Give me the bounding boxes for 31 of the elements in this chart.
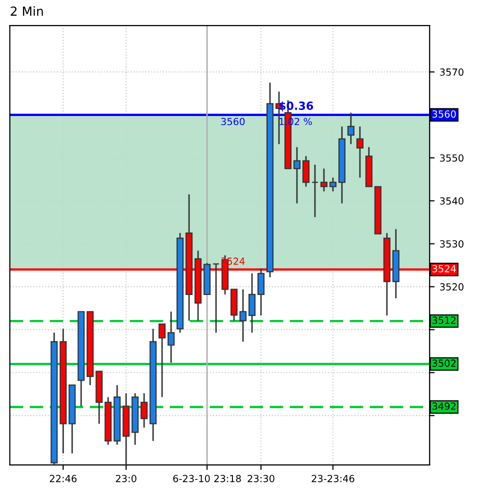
- x-tick-label: 22:46: [50, 474, 77, 482]
- ref-line-label: 3502: [432, 359, 456, 367]
- candlestick: [320, 168, 328, 192]
- annotation: 3560: [221, 118, 245, 126]
- candlestick: [311, 164, 318, 218]
- x-tick-label: 6-23-10 23:18: [173, 474, 241, 482]
- candlestick: [212, 263, 220, 334]
- candlestick: [329, 176, 336, 192]
- ref-line-label: 3560: [432, 110, 456, 118]
- x-tick-label: 23:0: [116, 474, 136, 482]
- y-tick-label: 3530: [440, 240, 464, 248]
- y-tick-label: 3550: [440, 154, 464, 162]
- candlestick: [239, 288, 247, 342]
- y-tick-label: 3570: [440, 68, 464, 76]
- y-tick-label: 3520: [440, 283, 464, 291]
- candlestick: [302, 155, 310, 188]
- candlestick: [293, 146, 300, 204]
- chart-title: 2 Min: [10, 6, 43, 16]
- ref-line-label: 3524: [432, 264, 456, 272]
- y-tick-label: 3540: [440, 197, 464, 205]
- ref-line-label: 3512: [432, 316, 456, 324]
- candlestick: [347, 112, 354, 145]
- candlestick: [257, 268, 265, 316]
- candlestick: [158, 323, 166, 398]
- x-tick-label: 23-23:46: [312, 474, 354, 482]
- candlestick: [356, 126, 364, 178]
- candlestick: [248, 272, 256, 334]
- candlestick: [140, 392, 148, 428]
- candlestick: [168, 310, 175, 364]
- x-tick-label: 23:30: [248, 474, 274, 482]
- ref-line-label: 3492: [432, 402, 456, 410]
